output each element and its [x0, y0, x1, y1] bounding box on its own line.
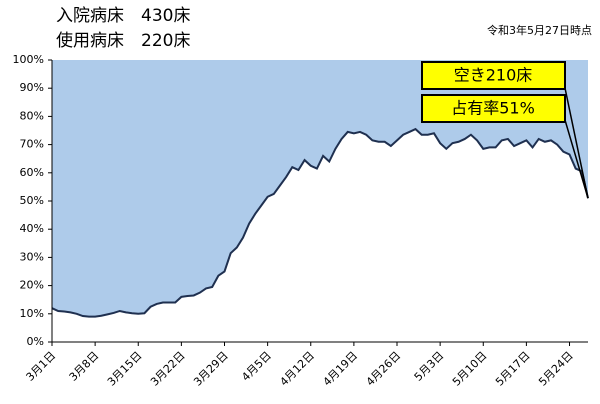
- y-tick-label: 80%: [20, 109, 44, 122]
- y-tick-label: 0%: [27, 335, 44, 348]
- beds-used: 使用病床 220床: [56, 30, 190, 51]
- x-tick-label: 3月8日: [67, 349, 102, 384]
- x-tick-label: 4月19日: [321, 349, 361, 389]
- area-fill: [52, 129, 588, 342]
- arrow: [564, 119, 589, 199]
- y-tick-label: 60%: [20, 166, 44, 179]
- x-tick-label: 3月1日: [24, 349, 59, 384]
- arrow: [564, 87, 589, 199]
- y-tick-label: 40%: [20, 222, 44, 235]
- y-tick-label: 10%: [20, 307, 44, 320]
- callout-text: 占有率51%: [451, 99, 535, 118]
- x-tick-label: 4月5日: [239, 349, 274, 384]
- callout-text: 空き210床: [454, 66, 533, 85]
- y-tick-label: 100%: [13, 53, 44, 66]
- x-tick-label: 5月17日: [493, 349, 533, 389]
- y-tick-label: 50%: [20, 194, 44, 207]
- x-tick-label: 3月22日: [148, 349, 188, 389]
- x-tick-label: 5月24日: [536, 349, 576, 389]
- x-tick-label: 4月26日: [364, 349, 404, 389]
- x-tick-label: 5月10日: [450, 349, 490, 389]
- x-tick-label: 4月12日: [277, 349, 317, 389]
- y-tick-label: 30%: [20, 250, 44, 263]
- as-of-date: 令和3年5月27日時点: [487, 23, 592, 37]
- callout-box: [421, 94, 566, 123]
- callout-box: [421, 61, 566, 90]
- y-tick-label: 90%: [20, 81, 44, 94]
- y-tick-label: 20%: [20, 279, 44, 292]
- x-tick-label: 3月15日: [105, 349, 145, 389]
- x-tick-label: 3月29日: [191, 349, 231, 389]
- line: [51, 127, 589, 318]
- x-tick-label: 5月3日: [412, 349, 447, 384]
- y-tick-label: 70%: [20, 138, 44, 151]
- beds-total: 入院病床 430床: [56, 6, 190, 26]
